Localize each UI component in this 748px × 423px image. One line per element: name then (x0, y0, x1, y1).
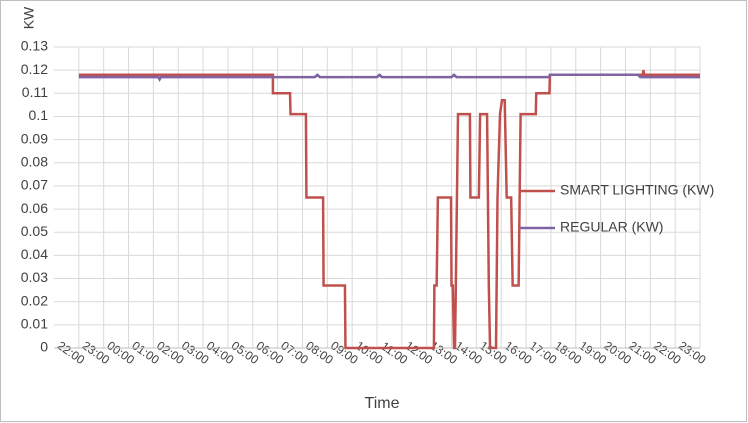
series-line (78, 69, 700, 350)
y-tick-label: 0.06 (21, 200, 48, 216)
y-tick-label: 0 (40, 339, 48, 355)
y-tick-label: 0.02 (21, 292, 48, 308)
y-tick-label: 0.12 (21, 61, 48, 77)
y-tick-label: 0.11 (22, 84, 48, 100)
legend-label: REGULAR (KW) (560, 219, 663, 235)
y-tick-label: 0.04 (21, 246, 48, 262)
series-line (78, 73, 700, 83)
y-tick-label: 0.05 (21, 223, 48, 239)
y-axis-label: KW (21, 6, 37, 29)
y-tick-label: 0.13 (21, 38, 48, 54)
y-tick-label: 0.1 (29, 107, 49, 123)
y-tick-label: 0.03 (21, 269, 48, 285)
legend-label: SMART LIGHTING (KW) (560, 182, 714, 198)
y-tick-label: 0.09 (21, 130, 48, 146)
y-tick-label: 0.07 (21, 177, 48, 193)
y-tick-label: 0.01 (21, 316, 48, 332)
x-axis-label: Time (365, 395, 400, 412)
y-tick-label: 0.08 (21, 153, 48, 169)
